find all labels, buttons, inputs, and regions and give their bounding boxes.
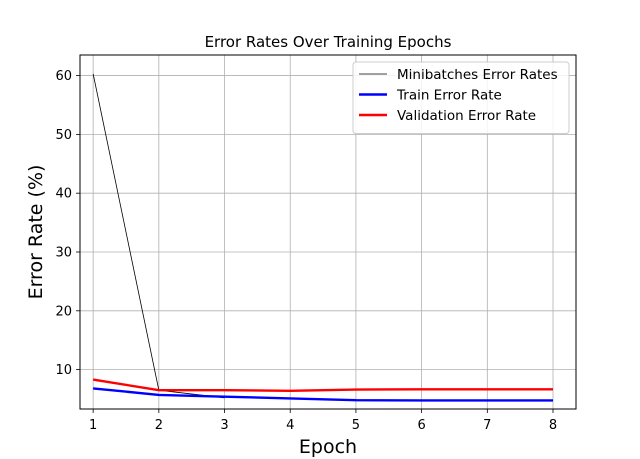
y-tick-label: 30 xyxy=(55,245,72,260)
x-tick-label: 7 xyxy=(483,418,491,433)
y-tick-label: 50 xyxy=(55,128,72,143)
series-line-3 xyxy=(92,378,554,392)
x-tick-label: 5 xyxy=(352,418,360,433)
x-axis-label: Epoch xyxy=(299,436,357,458)
legend-label: Train Error Rate xyxy=(396,88,502,104)
x-tick-label: 6 xyxy=(417,418,425,433)
y-axis-label: Error Rate (%) xyxy=(25,165,47,300)
series-line-2 xyxy=(93,387,554,402)
plot-frame xyxy=(79,54,577,410)
x-tick-label: 1 xyxy=(89,418,97,433)
legend-label: Validation Error Rate xyxy=(397,108,536,124)
legend-label: Minibatches Error Rates xyxy=(397,67,558,83)
x-tick-label: 4 xyxy=(286,418,294,433)
series-layer xyxy=(92,73,554,402)
x-tick-label: 8 xyxy=(549,418,557,433)
x-tick-label: 2 xyxy=(155,418,163,433)
x-tick-label: 3 xyxy=(220,418,228,433)
chart-title: Error Rates Over Training Epochs xyxy=(205,33,452,51)
axis-ticks: 1 2 3 4 5 6 7 8 10 20 30 40 50 60 xyxy=(55,69,557,433)
y-tick-label: 60 xyxy=(55,69,72,84)
legend: Minibatches Error Rates Train Error Rate V… xyxy=(352,61,570,134)
y-tick-label: 40 xyxy=(55,187,72,202)
legend-box xyxy=(352,61,570,134)
y-tick-label: 20 xyxy=(55,304,72,319)
y-tick-label: 10 xyxy=(55,363,72,378)
